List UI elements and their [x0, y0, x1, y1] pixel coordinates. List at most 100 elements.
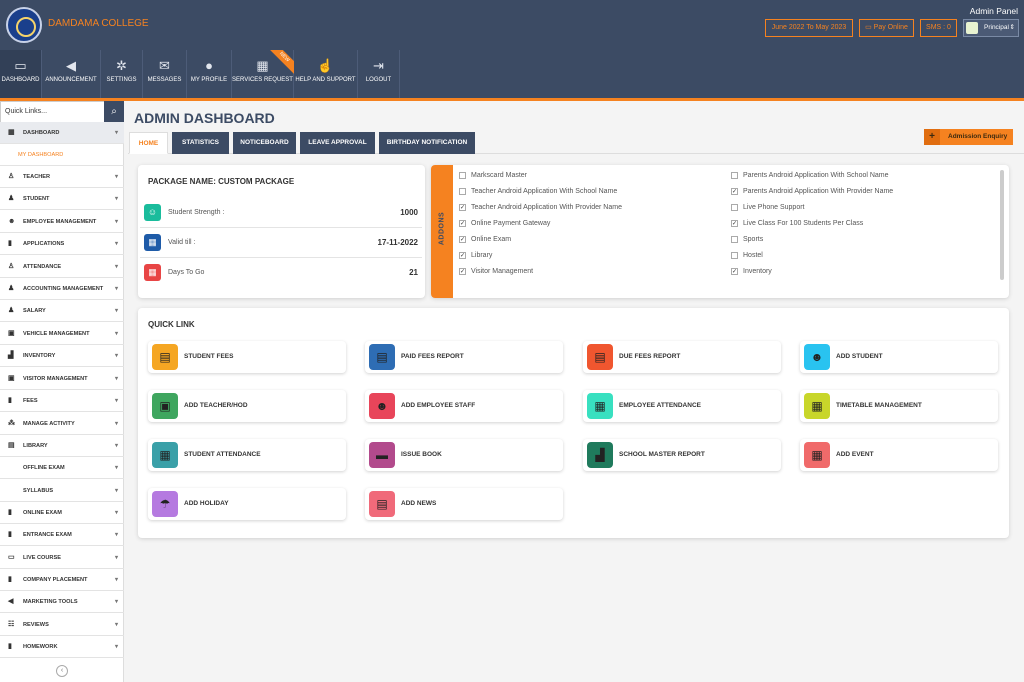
checkbox-unchecked[interactable]	[459, 172, 466, 179]
sidebar-item-entrance-exam[interactable]: ▮ ENTRANCE EXAM ▾	[0, 524, 124, 546]
sidebar-item-accounting-management[interactable]: ♟ ACCOUNTING MANAGEMENT ▾	[0, 278, 124, 300]
sidebar-item-library[interactable]: ▤ LIBRARY ▾	[0, 435, 124, 457]
quick-link-add-teacher-hod[interactable]: ▣ ADD TEACHER/HOD	[148, 390, 346, 422]
nav-my-profile[interactable]: ● MY PROFILE	[187, 50, 232, 98]
sidebar-item-dashboard[interactable]: ▦ DASHBOARD ▾	[0, 122, 124, 144]
nav-label: ANNOUNCEMENT	[45, 77, 97, 83]
addon-label: Parents Android Application With Provide…	[743, 188, 894, 195]
calendar-icon: ▦	[587, 393, 613, 419]
checkbox-unchecked[interactable]	[459, 188, 466, 195]
role-dropdown[interactable]: Principal ⇕	[963, 19, 1019, 37]
sidebar-collapse-button[interactable]: ‹	[56, 665, 68, 677]
quick-link-student-attendance[interactable]: ▦ STUDENT ATTENDANCE	[148, 439, 346, 471]
pay-online-button[interactable]: ▭ Pay Online	[859, 19, 914, 37]
quick-link-timetable-management[interactable]: ▦ TIMETABLE MANAGEMENT	[800, 390, 998, 422]
quick-link-issue-book[interactable]: ▬ ISSUE BOOK	[365, 439, 563, 471]
checkbox-checked[interactable]: ✓	[731, 220, 738, 227]
chevron-down-icon: ▾	[114, 130, 118, 136]
quick-link-add-event[interactable]: ▦ ADD EVENT	[800, 439, 998, 471]
package-row-value: 17-11-2022	[377, 238, 418, 247]
quick-link-student-fees[interactable]: ▤ STUDENT FEES	[148, 341, 346, 373]
sidebar-item-offline-exam[interactable]: OFFLINE EXAM ▾	[0, 457, 124, 479]
tab-leave-approval[interactable]: LEAVE APPROVAL	[300, 132, 375, 154]
logout-icon: ⇥	[373, 58, 384, 73]
sidebar-item-vehicle-management[interactable]: ▣ VEHICLE MANAGEMENT ▾	[0, 323, 124, 345]
sidebar-item-student[interactable]: ♟ STUDENT ▾	[0, 188, 124, 210]
page-title: ADMIN DASHBOARD	[134, 110, 275, 126]
sidebar-item-visitor-management[interactable]: ▣ VISITOR MANAGEMENT ▾	[0, 368, 124, 390]
calendar-alert-icon: ▦	[144, 264, 161, 281]
quick-link-school-master-report[interactable]: ▟ SCHOOL MASTER REPORT	[583, 439, 781, 471]
checkbox-unchecked[interactable]	[731, 236, 738, 243]
admission-enquiry-button[interactable]: + Admission Enquiry	[924, 129, 1013, 145]
session-selector[interactable]: June 2022 To May 2023	[765, 19, 853, 37]
checkbox-checked[interactable]: ✓	[459, 204, 466, 211]
sidebar-item-inventory[interactable]: ▟ INVENTORY ▾	[0, 345, 124, 367]
sidebar-item-label: VISITOR MANAGEMENT	[23, 376, 88, 382]
checkbox-checked[interactable]: ✓	[459, 252, 466, 259]
college-logo[interactable]	[6, 7, 42, 43]
company-icon: ▮	[8, 576, 12, 583]
sidebar-item-teacher[interactable]: ♙ TEACHER ▾	[0, 166, 124, 188]
nav-logout[interactable]: ⇥ LOGOUT	[358, 50, 400, 98]
sidebar-item-salary[interactable]: ♟ SALARY ▾	[0, 300, 124, 322]
nav-help-and-support[interactable]: ☝ HELP AND SUPPORT	[294, 50, 358, 98]
tab-noticeboard[interactable]: NOTICEBOARD	[233, 132, 296, 154]
quick-link-label: SCHOOL MASTER REPORT	[619, 451, 705, 458]
activity-icon: ⁂	[8, 420, 15, 427]
checkbox-checked[interactable]: ✓	[459, 220, 466, 227]
card-icon: ▭	[865, 24, 874, 31]
addon-label: Teacher Android Application With School …	[471, 188, 618, 195]
sidebar-item-syllabus[interactable]: SYLLABUS ▾	[0, 480, 124, 502]
nav-settings[interactable]: ✲ SETTINGS	[101, 50, 143, 98]
checkbox-checked[interactable]: ✓	[731, 268, 738, 275]
sidebar-item-label: COMPANY PLACEMENT	[23, 577, 88, 583]
sidebar-item-label: STUDENT	[23, 196, 50, 202]
quick-link-employee-attendance[interactable]: ▦ EMPLOYEE ATTENDANCE	[583, 390, 781, 422]
quick-link-paid-fees-report[interactable]: ▤ PAID FEES REPORT	[365, 341, 563, 373]
chevron-down-icon: ▾	[114, 421, 118, 427]
addon-label: Hostel	[743, 252, 763, 259]
sidebar-item-manage-activity[interactable]: ⁂ MANAGE ACTIVITY ▾	[0, 413, 124, 435]
sidebar-item-company-placement[interactable]: ▮ COMPANY PLACEMENT ▾	[0, 569, 124, 591]
nav-label: LOGOUT	[365, 77, 392, 83]
tab-birthday-notification[interactable]: BIRTHDAY NOTIFICATION	[379, 132, 475, 154]
chevron-down-icon: ▾	[114, 644, 118, 650]
checkbox-checked[interactable]: ✓	[459, 236, 466, 243]
quick-link-add-employee-staff[interactable]: ☻ ADD EMPLOYEE STAFF	[365, 390, 563, 422]
nav-dashboard[interactable]: ▭ DASHBOARD	[0, 50, 42, 98]
quick-link-label: ADD EMPLOYEE STAFF	[401, 402, 476, 409]
sidebar-item-my-dashboard[interactable]: MY DASHBOARD	[0, 144, 124, 166]
tab-statistics[interactable]: STATISTICS	[172, 132, 229, 154]
chevron-down-icon: ▾	[114, 555, 118, 561]
role-label: Principal	[984, 24, 1009, 31]
package-card	[138, 165, 425, 298]
quick-link-add-news[interactable]: ▤ ADD NEWS	[365, 488, 563, 520]
sidebar-item-homework[interactable]: ▮ HOMEWORK ▾	[0, 636, 124, 658]
quick-link-add-student[interactable]: ☻ ADD STUDENT	[800, 341, 998, 373]
sidebar-item-label: INVENTORY	[23, 353, 56, 359]
sidebar-item-marketing-tools[interactable]: ◀ MARKETING TOOLS ▾	[0, 591, 124, 613]
quick-link-title: QUICK LINK	[148, 320, 195, 329]
sms-counter[interactable]: SMS : 0	[920, 19, 957, 37]
sidebar-item-applications[interactable]: ▮ APPLICATIONS ▾	[0, 233, 124, 255]
checkbox-unchecked[interactable]	[731, 252, 738, 259]
quick-link-add-holiday[interactable]: ☂ ADD HOLIDAY	[148, 488, 346, 520]
checkbox-checked[interactable]: ✓	[459, 268, 466, 275]
checkbox-unchecked[interactable]	[731, 204, 738, 211]
search-button[interactable]: ⌕	[104, 101, 124, 123]
sidebar-item-fees[interactable]: ▮ FEES ▾	[0, 390, 124, 412]
tab-home[interactable]: HOME	[129, 132, 168, 154]
chevron-down-icon: ▾	[114, 510, 118, 516]
sidebar-item-online-exam[interactable]: ▮ ONLINE EXAM ▾	[0, 502, 124, 524]
sidebar-item-reviews[interactable]: ☷ REVIEWS ▾	[0, 614, 124, 636]
checkbox-checked[interactable]: ✓	[731, 188, 738, 195]
sidebar-item-attendance[interactable]: ♙ ATTENDANCE ▾	[0, 256, 124, 278]
nav-messages[interactable]: ✉ MESSAGES	[143, 50, 187, 98]
addons-scrollbar[interactable]	[1000, 170, 1004, 280]
quick-link-due-fees-report[interactable]: ▤ DUE FEES REPORT	[583, 341, 781, 373]
sidebar-item-employee-management[interactable]: ☻ EMPLOYEE MANAGEMENT ▾	[0, 211, 124, 233]
checkbox-unchecked[interactable]	[731, 172, 738, 179]
sidebar-item-live-course[interactable]: ▭ LIVE COURSE ▾	[0, 547, 124, 569]
nav-announcement[interactable]: ◀ ANNOUNCEMENT	[42, 50, 101, 98]
